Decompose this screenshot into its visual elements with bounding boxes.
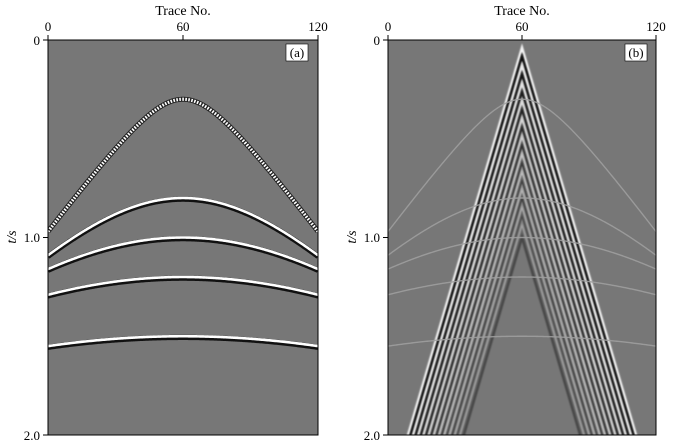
panel-b-event-1 (388, 98, 656, 233)
panel-a-events (48, 96, 318, 350)
panel-a-event-3 (48, 236, 318, 271)
panel-a-xtick-0: 0 (45, 19, 52, 34)
panel-a-xtick-60: 60 (177, 19, 190, 34)
noise-stripe-white-3 (417, 78, 627, 435)
noise-stripe-white-8 (442, 165, 602, 435)
noise-stripe-black-1 (409, 52, 635, 435)
panel-a-ylabel: t/s (5, 230, 20, 244)
panel-b-ytick-1: 1.0 (364, 230, 380, 245)
panel-a-ytick-0: 0 (34, 33, 41, 48)
noise-stripe-black-2 (414, 69, 630, 435)
panel-a: 0 60 120 Trace No. 0 1.0 2.0 t/s (a) (5, 4, 328, 443)
panel-b-label-box (624, 43, 648, 62)
panel-b-label: (b) (628, 45, 643, 60)
panel-b-event-2 (388, 197, 656, 256)
panel-b-xtick-60: 60 (516, 19, 529, 34)
noise-stripe-black-9 (450, 192, 594, 435)
panel-b-ytick-2: 2.0 (364, 428, 380, 443)
panel-a-event-2 (48, 196, 318, 257)
panel-b-ticks (383, 35, 657, 436)
panel-a-event-1 (48, 97, 318, 233)
noise-stripe-white-7 (437, 148, 607, 435)
noise-stripe-black-8 (445, 174, 599, 435)
panel-b-event-4 (388, 276, 656, 296)
noise-stripe-black-10 (455, 209, 589, 435)
panel-a-ytick-1: 1.0 (24, 230, 40, 245)
noise-stripe-black-5 (429, 122, 615, 435)
noise-stripe-white-9 (447, 183, 597, 435)
panel-b-xtick-0: 0 (385, 19, 392, 34)
panel-b-ytick-0: 0 (374, 33, 381, 48)
panel-a-label-box (285, 43, 309, 62)
noise-stripe-white-6 (432, 130, 612, 435)
noise-stripe-white-10 (453, 200, 591, 435)
panel-a-ticks (43, 35, 319, 436)
noise-stripe-black-7 (440, 157, 604, 435)
panel-b-ylabel: t/s (345, 230, 360, 244)
panel-b-event-3 (388, 236, 656, 270)
noise-stripe-black-4 (424, 104, 620, 435)
panel-a-event-5 (48, 334, 318, 348)
noise-stripe-white-5 (427, 113, 617, 435)
noise-stripe-white-2 (411, 60, 633, 435)
noise-stripe-black-11 (460, 227, 584, 435)
panel-a-xtick-120: 120 (308, 19, 328, 34)
panel-b-noise-fan (406, 43, 638, 435)
panel-b-xtick-120: 120 (646, 19, 666, 34)
noise-stripe-white-11 (458, 218, 586, 435)
noise-stripe-black-3 (419, 87, 625, 435)
noise-stripe-white-4 (422, 95, 622, 435)
panel-a-label: (a) (290, 45, 304, 60)
panel-a-event-4 (48, 275, 318, 297)
panel-a-xlabel: Trace No. (155, 4, 210, 19)
panel-a-ytick-2: 2.0 (24, 428, 40, 443)
noise-stripe-white-1 (406, 43, 638, 435)
panel-b-event-5 (388, 335, 656, 347)
panel-b: 0 60 120 Trace No. 0 1.0 2.0 t/s (b) (345, 4, 666, 443)
noise-stripe-black-6 (435, 139, 609, 435)
panel-b-events (388, 98, 656, 347)
panel-b-xlabel: Trace No. (494, 4, 549, 19)
